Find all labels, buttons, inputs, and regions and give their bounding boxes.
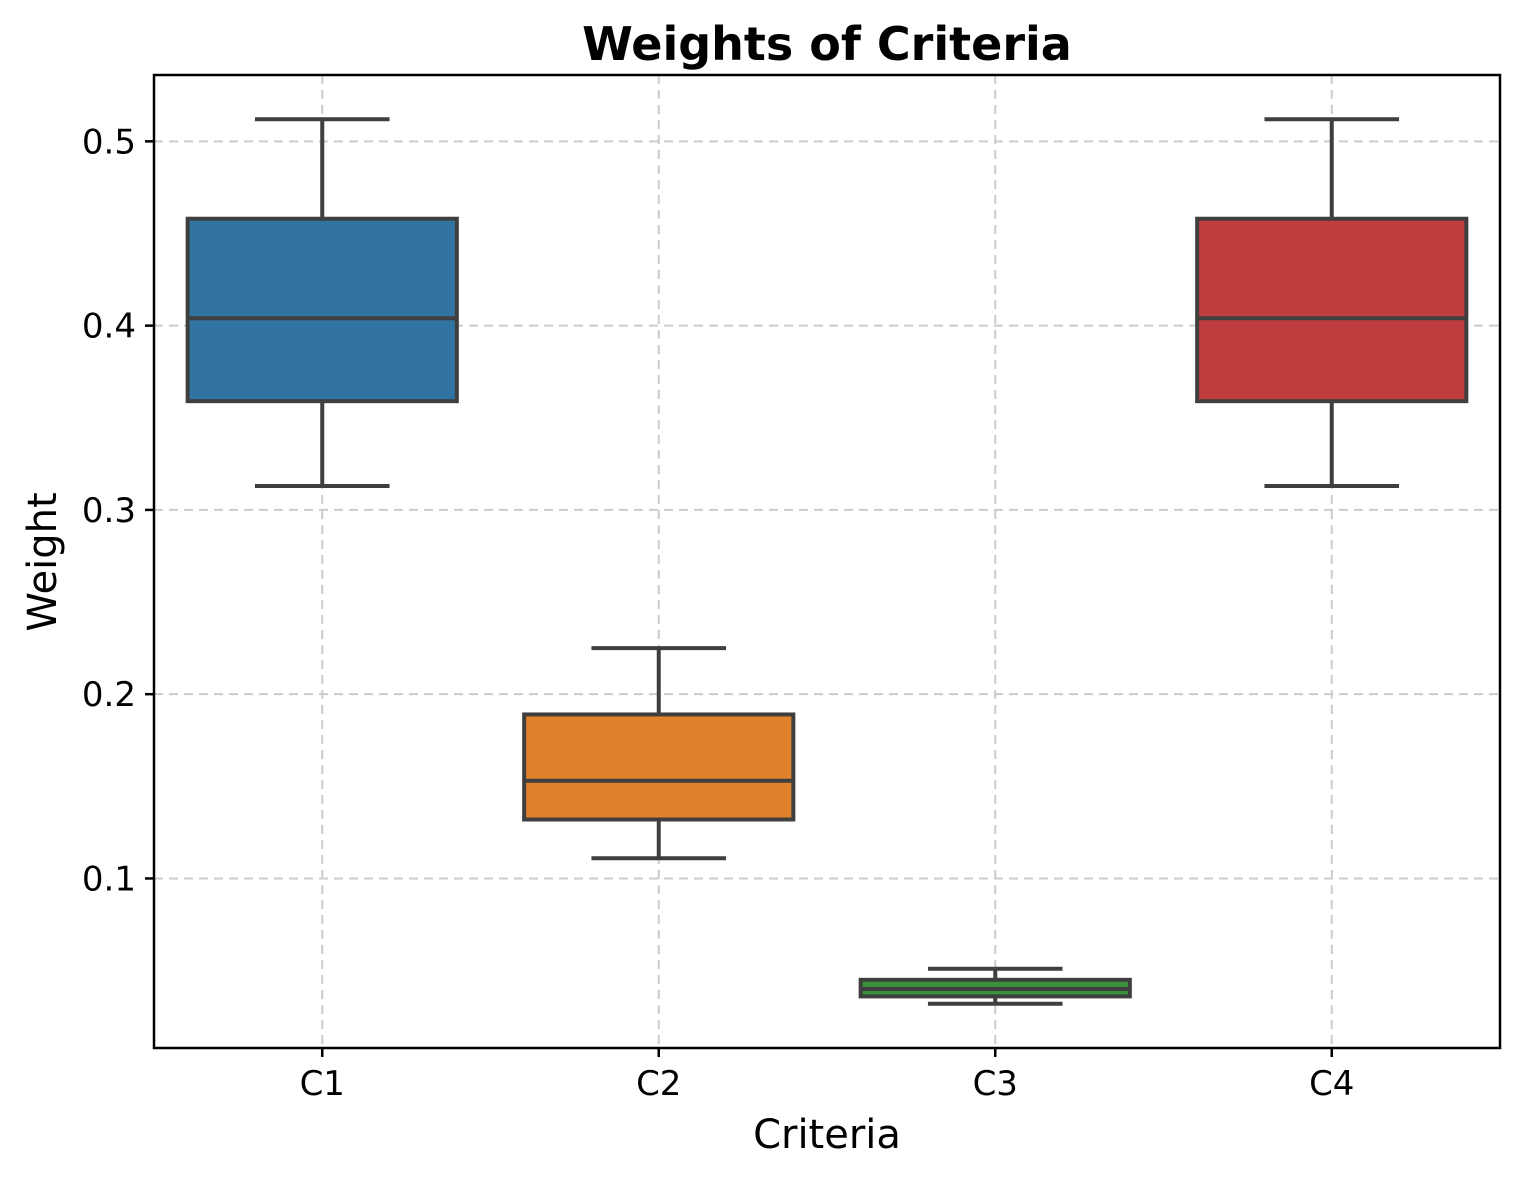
box-series (185, 117, 1469, 1006)
x-axis-ticks: C1 C2 C3 C4 (300, 1048, 1354, 1104)
x-axis-label: Criteria (753, 1112, 901, 1158)
chart-title: Weights of Criteria (582, 17, 1072, 71)
iqr-box-c4 (1195, 216, 1469, 404)
x-tick-label-C2: C2 (636, 1064, 681, 1104)
y-tick-label-0.1: 0.1 (82, 859, 136, 899)
iqr-box-c1 (185, 216, 459, 404)
box-c4 (1195, 117, 1469, 488)
box-c1 (185, 117, 459, 488)
y-tick-label-0.2: 0.2 (82, 675, 136, 715)
x-tick-label-C1: C1 (300, 1064, 345, 1104)
y-axis-label: Weight (20, 492, 66, 631)
y-tick-label-0.5: 0.5 (82, 122, 136, 162)
x-tick-label-C3: C3 (973, 1064, 1018, 1104)
x-tick-label-C4: C4 (1309, 1064, 1354, 1104)
grid-lines (154, 75, 1500, 1048)
y-axis-ticks: 0.1 0.2 0.3 0.4 0.5 (82, 122, 154, 899)
box-c3 (858, 966, 1132, 1006)
iqr-box-c2 (522, 712, 796, 822)
box-c2 (522, 646, 796, 861)
y-tick-label-0.4: 0.4 (82, 307, 136, 347)
plot-frame (152, 73, 1502, 1050)
y-tick-label-0.3: 0.3 (82, 491, 136, 531)
